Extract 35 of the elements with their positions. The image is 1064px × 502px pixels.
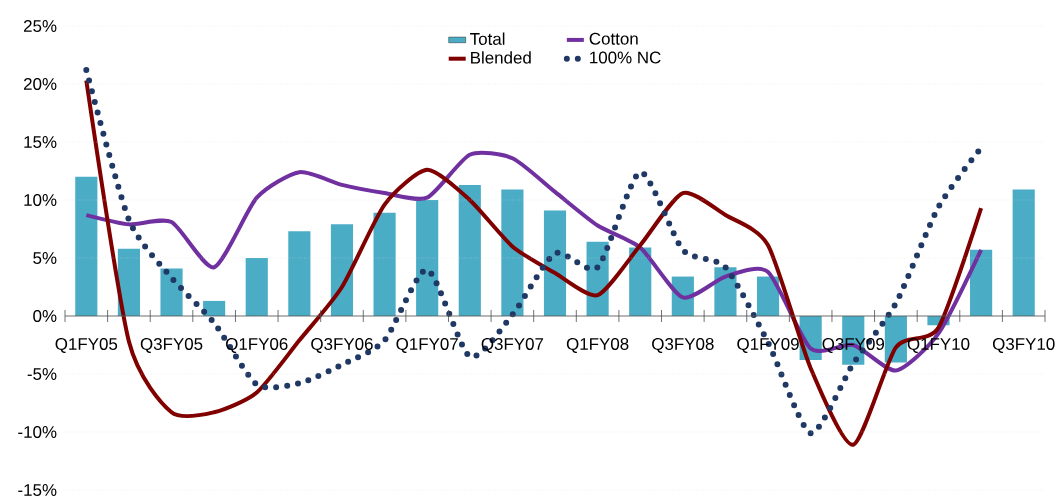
bar — [970, 250, 993, 317]
x-tick-label: Q1FY08 — [566, 338, 629, 354]
x-tick-label: Q1FY05 — [55, 338, 118, 354]
x-tick-label: Q1FY06 — [226, 338, 288, 354]
bar — [1012, 189, 1035, 317]
x-tick-label: Q3FY05 — [140, 338, 203, 354]
legend-label: Cotton — [589, 32, 638, 45]
bar — [543, 210, 567, 317]
bar — [501, 189, 524, 317]
y-tick-label: 15% — [24, 136, 57, 149]
x-tick-label: Q3FY10 — [992, 338, 1055, 354]
bar — [245, 258, 268, 317]
bar — [330, 224, 354, 317]
y-tick-label: -5% — [27, 368, 57, 381]
x-tick-label: Q3FY07 — [481, 338, 544, 354]
bar — [288, 231, 311, 317]
bar — [75, 177, 98, 317]
bar — [160, 268, 183, 317]
y-tick-label: -15% — [18, 484, 57, 497]
legend-label: Blended — [471, 51, 531, 64]
legend-label: 100% NC — [590, 51, 661, 64]
y-tick-label: 10% — [24, 194, 57, 207]
legend-label: Total — [470, 32, 505, 46]
x-tick-label: Q1FY09 — [737, 338, 799, 354]
bar — [416, 200, 439, 317]
y-tick-label: 5% — [33, 252, 57, 265]
y-tick-label: 20% — [24, 78, 57, 91]
y-tick-label: 25% — [24, 20, 57, 33]
x-tick-label: Q3FY08 — [652, 338, 714, 354]
x-tick-label: Q1FY07 — [396, 338, 458, 354]
bar — [458, 185, 481, 317]
y-tick-label: 0% — [33, 310, 57, 323]
y-tick-label: -10% — [18, 426, 57, 439]
bar — [373, 212, 396, 317]
x-tick-label: Q3FY06 — [311, 338, 373, 354]
